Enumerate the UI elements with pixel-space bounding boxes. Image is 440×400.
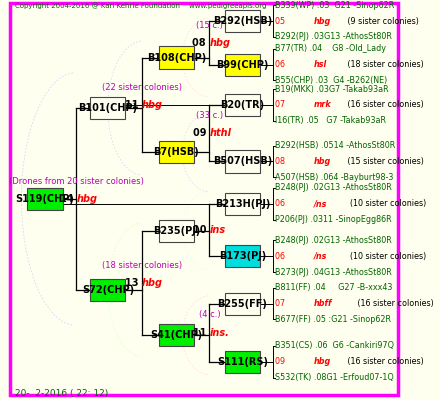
Text: hbff: hbff: [314, 299, 333, 308]
Text: Copyright 2004-2016 @ Karl Kehrle Foundation    www.pedigreeapis.org: Copyright 2004-2016 @ Karl Kehrle Founda…: [15, 2, 266, 8]
Text: B108(CHP): B108(CHP): [147, 52, 206, 62]
FancyBboxPatch shape: [225, 193, 260, 215]
Text: S41(CHP): S41(CHP): [150, 330, 202, 340]
FancyBboxPatch shape: [90, 279, 125, 301]
Text: 05: 05: [275, 17, 287, 26]
Text: (16 sister colonies): (16 sister colonies): [345, 100, 424, 110]
Text: 09: 09: [275, 357, 287, 366]
Text: 13: 13: [125, 278, 142, 288]
Text: hbg: hbg: [142, 100, 163, 110]
Text: B20(TR): B20(TR): [220, 100, 264, 110]
Text: hbg: hbg: [314, 17, 331, 26]
Text: 14: 14: [59, 194, 77, 204]
FancyBboxPatch shape: [225, 245, 260, 267]
Text: B811(FF) .04     G27 -B-xxx43: B811(FF) .04 G27 -B-xxx43: [275, 283, 392, 292]
Text: B77(TR) .04    G8 -Old_Lady: B77(TR) .04 G8 -Old_Lady: [275, 44, 385, 53]
Text: B99(CHP): B99(CHP): [216, 60, 268, 70]
Text: (10 sister colonies): (10 sister colonies): [345, 252, 426, 261]
FancyBboxPatch shape: [225, 54, 260, 76]
Text: (16 sister colonies): (16 sister colonies): [345, 357, 424, 366]
Text: 07: 07: [275, 299, 287, 308]
FancyBboxPatch shape: [225, 150, 260, 172]
Text: (4 c.): (4 c.): [198, 310, 220, 320]
Text: B19(MKK) .03G7 -Takab93aR: B19(MKK) .03G7 -Takab93aR: [275, 85, 388, 94]
Text: (15 sister colonies): (15 sister colonies): [345, 157, 424, 166]
Text: 11: 11: [193, 328, 209, 338]
Text: S72(CHP): S72(CHP): [82, 285, 134, 295]
Text: B235(PJ): B235(PJ): [153, 226, 200, 236]
Text: B7(HSB): B7(HSB): [154, 147, 199, 157]
Text: (18 sister colonies): (18 sister colonies): [345, 60, 424, 69]
Text: B292(HSB): B292(HSB): [213, 16, 272, 26]
Text: S111(RS): S111(RS): [217, 357, 268, 367]
Text: mrk: mrk: [314, 100, 332, 110]
Text: B173(PJ): B173(PJ): [219, 251, 266, 261]
Text: B213H(PJ): B213H(PJ): [215, 199, 270, 209]
Text: 06: 06: [275, 252, 287, 261]
Text: hbg: hbg: [314, 157, 331, 166]
Text: S119(CHP): S119(CHP): [15, 194, 74, 204]
Text: B55(CHP) .03  G4 -B262(NE): B55(CHP) .03 G4 -B262(NE): [275, 76, 387, 85]
Text: hsl: hsl: [314, 60, 327, 69]
Text: 06: 06: [275, 199, 287, 208]
Text: B248(PJ) .02G13 -AthosSt80R: B248(PJ) .02G13 -AthosSt80R: [275, 184, 391, 192]
FancyBboxPatch shape: [225, 94, 260, 116]
Text: hbg: hbg: [142, 278, 163, 288]
Text: (10 sister colonies): (10 sister colonies): [345, 199, 426, 208]
FancyBboxPatch shape: [27, 188, 62, 210]
Text: A507(HSB) .064 -Bayburt98-3: A507(HSB) .064 -Bayburt98-3: [275, 173, 393, 182]
FancyBboxPatch shape: [159, 46, 194, 68]
Text: hthl: hthl: [209, 128, 231, 138]
Text: (18 sister colonies): (18 sister colonies): [102, 261, 182, 270]
Text: hbg: hbg: [209, 38, 231, 48]
Text: B273(PJ) .04G13 -AthosSt80R: B273(PJ) .04G13 -AthosSt80R: [275, 268, 391, 276]
Text: (22 sister colonies): (22 sister colonies): [102, 83, 182, 92]
Text: S532(TK) .08G1 -Erfoud07-1Q: S532(TK) .08G1 -Erfoud07-1Q: [275, 373, 393, 382]
Text: B677(FF) .05 :G21 -Sinop62R: B677(FF) .05 :G21 -Sinop62R: [275, 315, 391, 324]
Text: 08: 08: [192, 38, 209, 48]
Text: 10: 10: [193, 225, 209, 235]
Text: (33 c.): (33 c.): [196, 111, 223, 120]
Text: ins.: ins.: [209, 328, 229, 338]
FancyBboxPatch shape: [90, 97, 125, 119]
Text: 20-  2-2016 ( 22: 12): 20- 2-2016 ( 22: 12): [15, 390, 108, 398]
Text: hbg: hbg: [77, 194, 97, 204]
Text: B255(FF): B255(FF): [217, 299, 268, 309]
Text: (16 sister colonies): (16 sister colonies): [356, 299, 434, 308]
Text: 06: 06: [275, 60, 287, 69]
FancyBboxPatch shape: [159, 141, 194, 164]
Text: B248(PJ) .02G13 -AthosSt80R: B248(PJ) .02G13 -AthosSt80R: [275, 236, 391, 245]
Text: /ns: /ns: [314, 252, 327, 261]
Text: I16(TR) .05   G7 -Takab93aR: I16(TR) .05 G7 -Takab93aR: [275, 116, 385, 125]
Text: 09: 09: [193, 128, 209, 138]
FancyBboxPatch shape: [225, 293, 260, 315]
Text: (15 c.): (15 c.): [196, 21, 223, 30]
FancyBboxPatch shape: [225, 351, 260, 373]
Text: P206(PJ) .0311 -SinopEgg86R: P206(PJ) .0311 -SinopEgg86R: [275, 215, 391, 224]
Text: 07: 07: [275, 100, 287, 110]
FancyBboxPatch shape: [159, 220, 194, 242]
Text: 08: 08: [275, 157, 287, 166]
Text: /ns: /ns: [314, 199, 327, 208]
Text: B292(HSB) .0514 -AthosSt80R: B292(HSB) .0514 -AthosSt80R: [275, 141, 395, 150]
Text: B292(PJ) .03G13 -AthosSt80R: B292(PJ) .03G13 -AthosSt80R: [275, 32, 392, 42]
Text: (9 sister colonies): (9 sister colonies): [345, 17, 419, 26]
Text: ins: ins: [209, 225, 226, 235]
Text: B351(CS) .06  G6 -Cankiri97Q: B351(CS) .06 G6 -Cankiri97Q: [275, 342, 394, 350]
FancyBboxPatch shape: [159, 324, 194, 346]
Text: (Drones from 20 sister colonies): (Drones from 20 sister colonies): [9, 177, 144, 186]
Text: B507(HSB): B507(HSB): [213, 156, 272, 166]
Text: hbg: hbg: [314, 357, 331, 366]
Text: 11: 11: [125, 100, 142, 110]
FancyBboxPatch shape: [225, 10, 260, 32]
Text: B101(CHP): B101(CHP): [78, 103, 137, 113]
Text: B339(WP) .03  G21 -Sinop62R: B339(WP) .03 G21 -Sinop62R: [275, 1, 394, 10]
